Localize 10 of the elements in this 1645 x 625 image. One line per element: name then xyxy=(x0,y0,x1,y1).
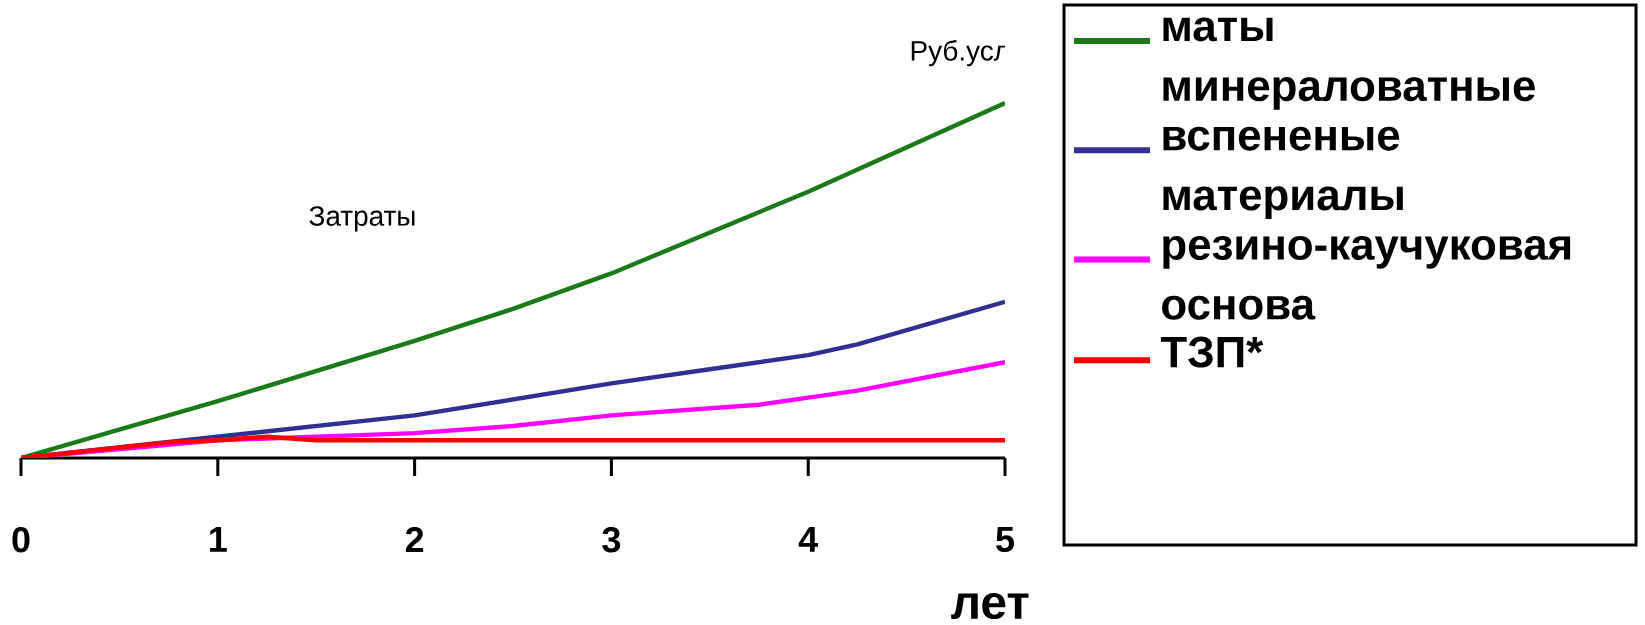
x-tick-label: 0 xyxy=(12,527,30,553)
legend-label: ТЗП* xyxy=(1160,336,1264,368)
x-tick-label: 2 xyxy=(405,527,424,553)
x-tick-label: 5 xyxy=(996,527,1014,553)
x-tick-label: 3 xyxy=(602,527,621,553)
x-tick-label: 4 xyxy=(798,527,818,552)
x-tick-label: 1 xyxy=(210,527,227,552)
x-axis-title: лет xyxy=(951,592,1029,620)
annotation: Затраты xyxy=(309,206,415,232)
legend-label: резино-каучуковая основа xyxy=(1162,235,1571,320)
